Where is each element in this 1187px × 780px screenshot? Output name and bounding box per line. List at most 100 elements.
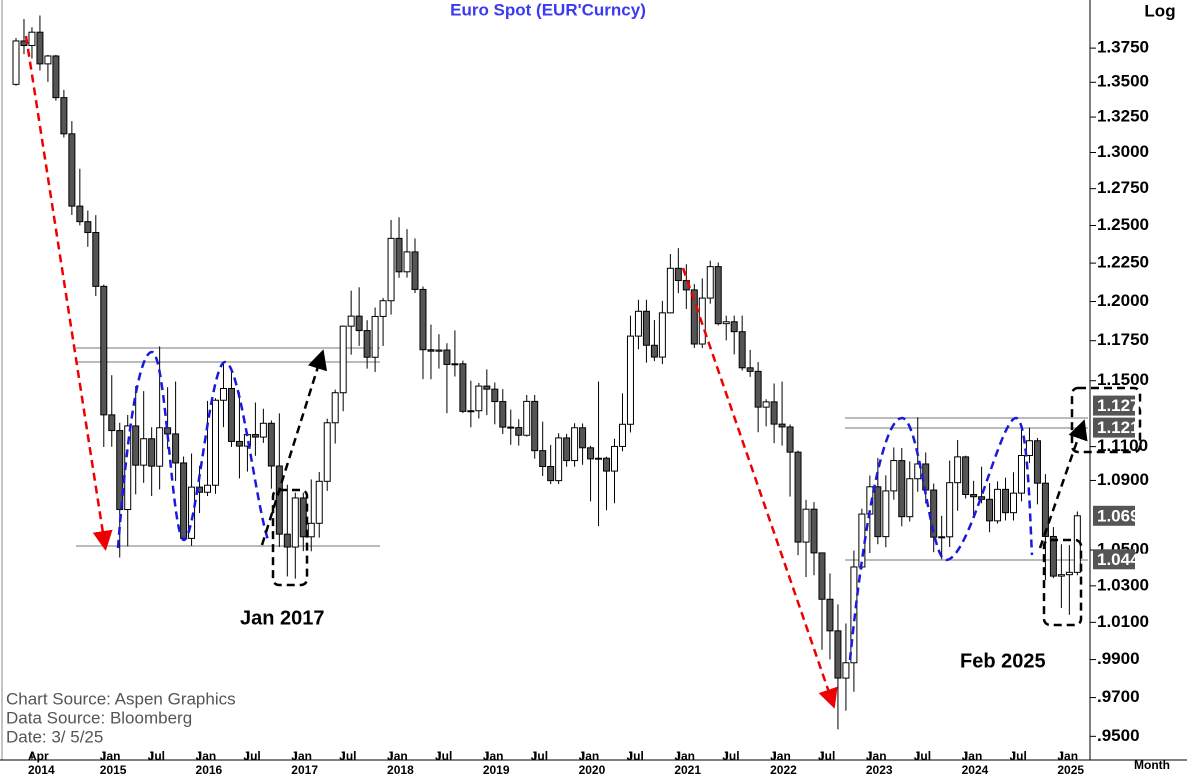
candle-body — [802, 508, 810, 543]
y-tick-label: 1.0300 — [1097, 575, 1149, 594]
candle-body — [164, 427, 172, 435]
y-tick-label: 1.2750 — [1097, 178, 1149, 197]
x-year-label: 2019 — [483, 763, 510, 777]
x-tick-label: Jul — [339, 749, 356, 763]
level-lines — [76, 347, 1088, 561]
candle-body — [315, 480, 323, 524]
x-year-label: 2021 — [674, 763, 701, 777]
candle-body — [451, 363, 459, 366]
candle-body — [323, 422, 331, 482]
x-tick-label: Jan — [387, 749, 408, 763]
candle-body — [938, 536, 946, 539]
y-tick-label: 1.3750 — [1097, 38, 1149, 57]
candle-body — [355, 315, 363, 332]
x-tick-label: Jan — [291, 749, 312, 763]
candle-body — [291, 497, 299, 548]
candle-body — [44, 55, 52, 65]
chart-title: Euro Spot (EUR'Curncy) — [450, 0, 646, 19]
candle-body — [810, 508, 818, 554]
candle-body — [595, 457, 603, 460]
x-tick-label: Jan — [866, 749, 887, 763]
candle-body — [331, 392, 339, 424]
x-tick-label: Jul — [1010, 749, 1027, 763]
candle-body — [778, 423, 786, 428]
candle-body — [690, 289, 698, 345]
candle-body — [826, 598, 834, 632]
candle-body — [419, 288, 427, 351]
candle-body — [1010, 492, 1017, 514]
candle-body — [140, 438, 148, 466]
candle-body — [762, 401, 770, 408]
candle-body — [1065, 571, 1073, 576]
candle-body — [251, 434, 259, 438]
candle-body — [411, 251, 419, 290]
candle-body — [539, 450, 547, 468]
x-tick-label: Jan — [579, 749, 600, 763]
candle-body — [92, 232, 100, 287]
candle-body — [571, 427, 579, 462]
candle-body — [172, 433, 180, 464]
price-label: 1.1214 — [1097, 418, 1150, 437]
candle-body — [874, 486, 882, 538]
candle-body — [1017, 455, 1025, 494]
candle-body — [818, 552, 826, 600]
candle-body — [387, 237, 395, 302]
y-tick-label: 1.0900 — [1097, 470, 1149, 489]
candle-body — [547, 466, 555, 482]
candle-body — [235, 440, 243, 447]
x-year-label: 2022 — [770, 763, 797, 777]
x-axis-label: Month — [1134, 758, 1170, 772]
price-label: 1.0448 — [1097, 550, 1149, 569]
candle-body — [1033, 440, 1041, 484]
x-tick-label: Jul — [148, 749, 165, 763]
x-tick-label: Apr — [28, 749, 49, 763]
candle-body — [283, 533, 291, 548]
candle-body — [12, 40, 20, 85]
candle-body — [507, 426, 515, 429]
y-tick-label: 1.0100 — [1097, 612, 1149, 631]
x-year-label: 2015 — [100, 763, 127, 777]
candle-body — [76, 205, 84, 223]
candle-body — [379, 300, 387, 317]
scale-label: Log — [1144, 1, 1175, 20]
price-label-box — [1093, 417, 1135, 438]
candle-body — [962, 456, 970, 496]
x-tick-label: Jan — [770, 749, 791, 763]
price-label-box — [1093, 549, 1135, 570]
x-year-label: 2016 — [196, 763, 223, 777]
candle-body — [587, 447, 595, 460]
candle-body — [666, 267, 674, 314]
candle-body — [786, 426, 794, 453]
source-text: Date: 3/ 5/25 — [6, 727, 103, 746]
candle-body — [435, 349, 443, 352]
candle-body — [459, 363, 467, 412]
annotation: Jan 2017 — [240, 607, 325, 629]
candle-body — [515, 427, 523, 436]
candle-body — [658, 312, 666, 358]
candle-body — [204, 484, 212, 493]
candle-body — [491, 388, 499, 403]
candle-body — [618, 423, 626, 447]
candle-body — [1073, 515, 1081, 573]
candle-body — [188, 486, 196, 539]
candle-body — [946, 482, 954, 538]
candle-body — [906, 478, 914, 518]
candle-body — [499, 401, 507, 428]
candle-body — [443, 349, 451, 365]
y-tick-label: .9500 — [1097, 726, 1140, 745]
candle-body — [467, 410, 475, 413]
x-tick-label: Jul — [435, 749, 452, 763]
y-tick-label: 1.3500 — [1097, 72, 1149, 91]
candle-body — [132, 425, 140, 466]
candle-body — [227, 388, 235, 442]
candle-body — [84, 221, 92, 234]
candle-body — [28, 31, 36, 47]
pattern-annotations — [24, 35, 1142, 709]
candle-body — [339, 325, 347, 394]
candle-body — [60, 97, 68, 135]
candle-body — [642, 310, 650, 346]
candle-body — [674, 267, 682, 282]
candle-body — [1041, 482, 1049, 537]
candle-body — [842, 662, 850, 679]
